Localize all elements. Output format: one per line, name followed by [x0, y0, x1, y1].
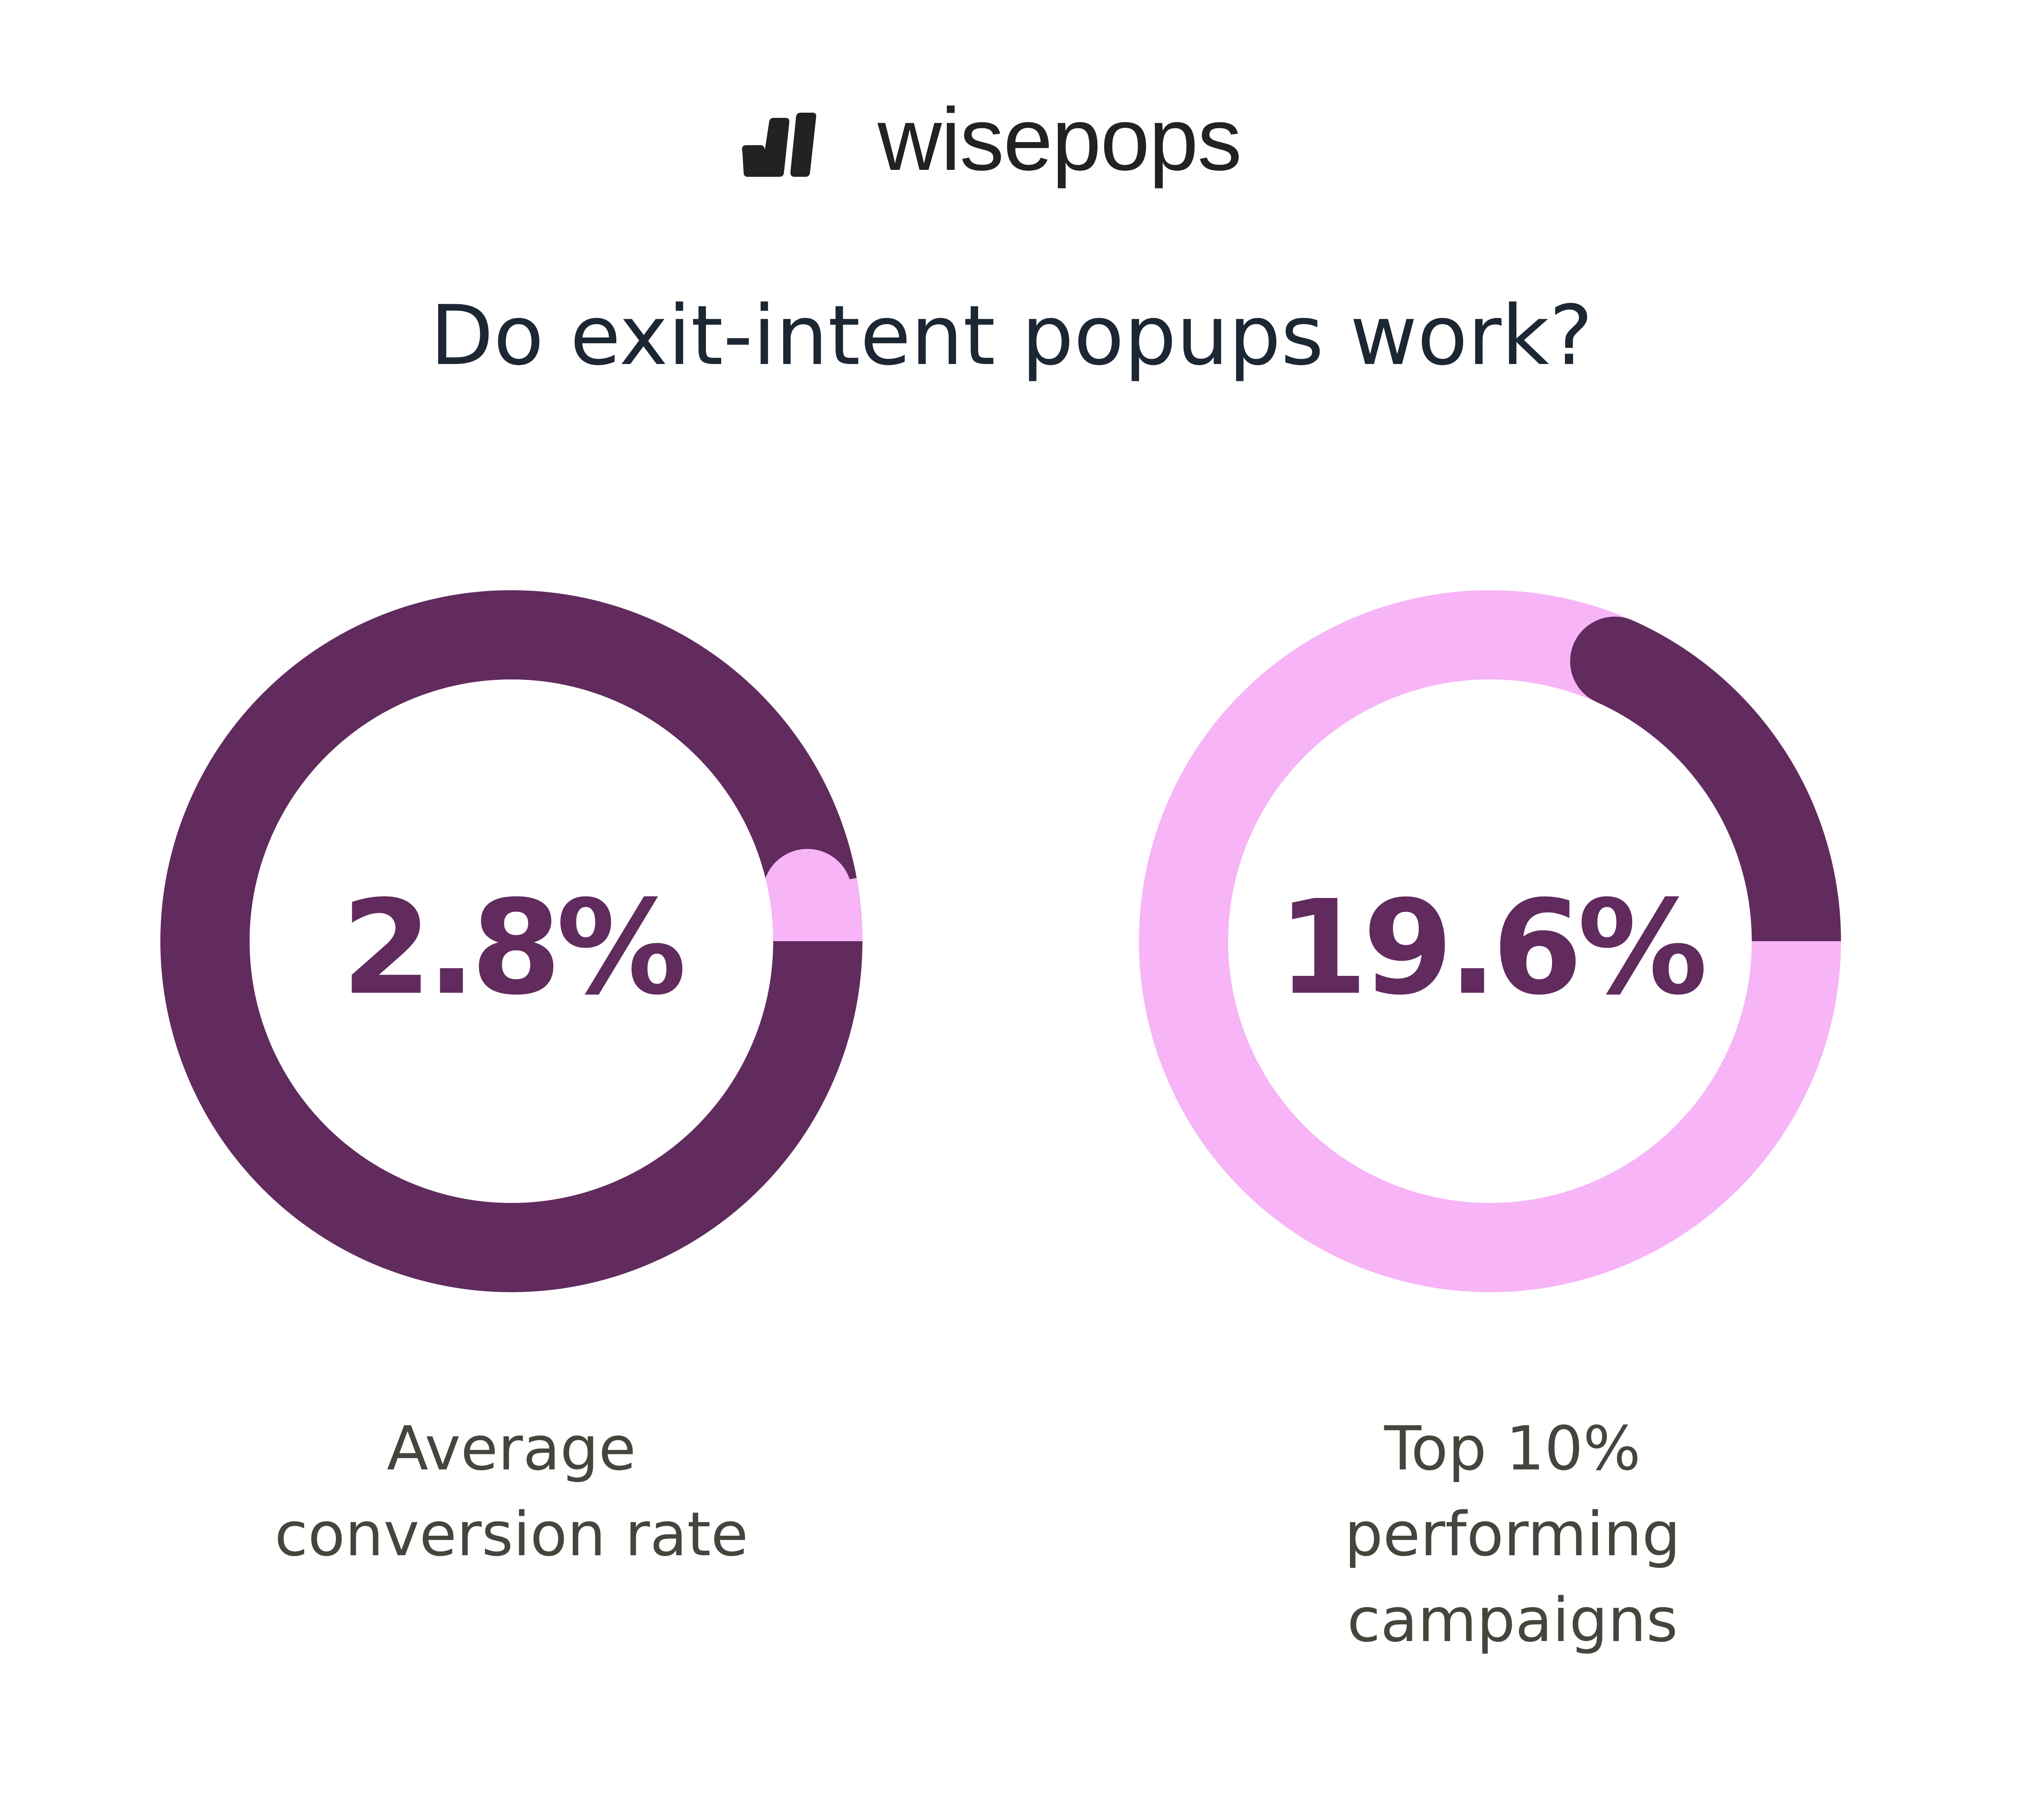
- donut-chart-average: 2.8%: [160, 590, 862, 1292]
- wisepops-logo: wisepops: [739, 95, 1242, 188]
- donut-ring-average: [160, 590, 862, 1292]
- stat-caption-top10: Top 10% performing campaigns: [1161, 1406, 1864, 1664]
- logo-wordmark: wisepops: [878, 89, 1242, 189]
- page-title: Do exit-intent popups work?: [430, 288, 1593, 384]
- stat-value-top10: 19.6%: [1277, 872, 1708, 1024]
- stat-caption-average: Average conversion rate: [160, 1406, 862, 1578]
- caption-line: Top 10%: [1384, 1414, 1641, 1484]
- caption-line: performing: [1344, 1499, 1681, 1570]
- caption-line: Average: [387, 1414, 636, 1484]
- wisepops-bars-icon: [742, 113, 816, 177]
- caption-line: conversion rate: [274, 1499, 748, 1570]
- donut-chart-top10: 19.6%: [1139, 590, 1841, 1292]
- caption-line: campaigns: [1347, 1585, 1678, 1656]
- stat-value-average: 2.8%: [341, 872, 686, 1024]
- donut-ring-top10: [1139, 590, 1841, 1292]
